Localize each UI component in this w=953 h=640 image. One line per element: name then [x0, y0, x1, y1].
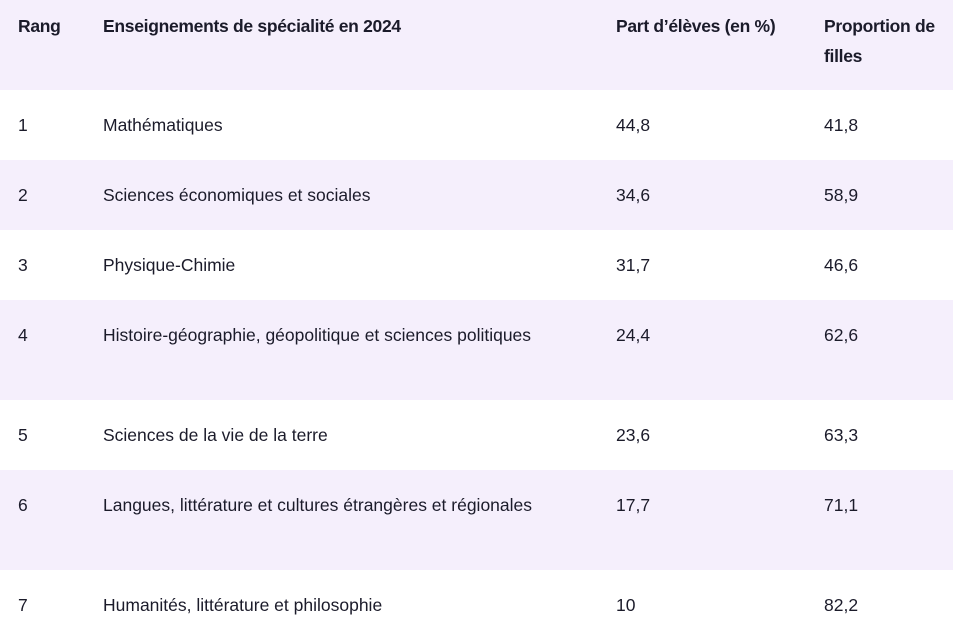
cell-filles: 46,6: [824, 255, 859, 275]
cell-rang: 5: [18, 425, 28, 445]
table-row: 7 Humanités, littérature et philosophie …: [0, 570, 953, 640]
cell-rang: 2: [18, 185, 28, 205]
cell-part: 44,8: [616, 115, 651, 135]
cell-enseignement: Mathématiques: [103, 115, 223, 135]
cell-rang: 4: [18, 325, 28, 345]
cell-filles: 63,3: [824, 425, 859, 445]
cell-enseignement: Sciences de la vie de la terre: [103, 425, 328, 445]
header-filles: Proportion de filles: [824, 16, 935, 66]
cell-part: 24,4: [616, 325, 651, 345]
header-rang: Rang: [18, 16, 61, 36]
header-part: Part d’élèves (en %): [616, 16, 776, 36]
cell-enseignement: Histoire-géographie, géopolitique et sci…: [103, 325, 532, 345]
table-row: 2 Sciences économiques et sociales 34,6 …: [0, 160, 953, 230]
table-row: 3 Physique-Chimie 31,7 46,6: [0, 230, 953, 300]
cell-part: 17,7: [616, 495, 651, 515]
cell-filles: 71,1: [824, 495, 859, 515]
cell-part: 23,6: [616, 425, 651, 445]
cell-enseignement: Physique-Chimie: [103, 255, 236, 275]
table-header-row: Rang Enseignements de spécialité en 2024…: [0, 0, 953, 90]
cell-part: 31,7: [616, 255, 651, 275]
table-row: 5 Sciences de la vie de la terre 23,6 63…: [0, 400, 953, 470]
cell-enseignement: Humanités, littérature et philosophie: [103, 595, 383, 615]
header-enseignement: Enseignements de spécialité en 2024: [103, 16, 401, 36]
cell-rang: 6: [18, 495, 28, 515]
cell-rang: 3: [18, 255, 28, 275]
cell-enseignement: Sciences économiques et sociales: [103, 185, 371, 205]
cell-filles: 62,6: [824, 325, 859, 345]
table-row: 1 Mathématiques 44,8 41,8: [0, 90, 953, 160]
cell-filles: 82,2: [824, 595, 859, 615]
cell-part: 10: [616, 595, 636, 615]
cell-filles: 58,9: [824, 185, 859, 205]
table-row: 6 Langues, littérature et cultures étran…: [0, 470, 953, 570]
cell-part: 34,6: [616, 185, 651, 205]
cell-rang: 7: [18, 595, 28, 615]
cell-enseignement: Langues, littérature et cultures étrangè…: [103, 495, 533, 515]
cell-rang: 1: [18, 115, 28, 135]
cell-filles: 41,8: [824, 115, 859, 135]
table-row: 4 Histoire-géographie, géopolitique et s…: [0, 300, 953, 400]
